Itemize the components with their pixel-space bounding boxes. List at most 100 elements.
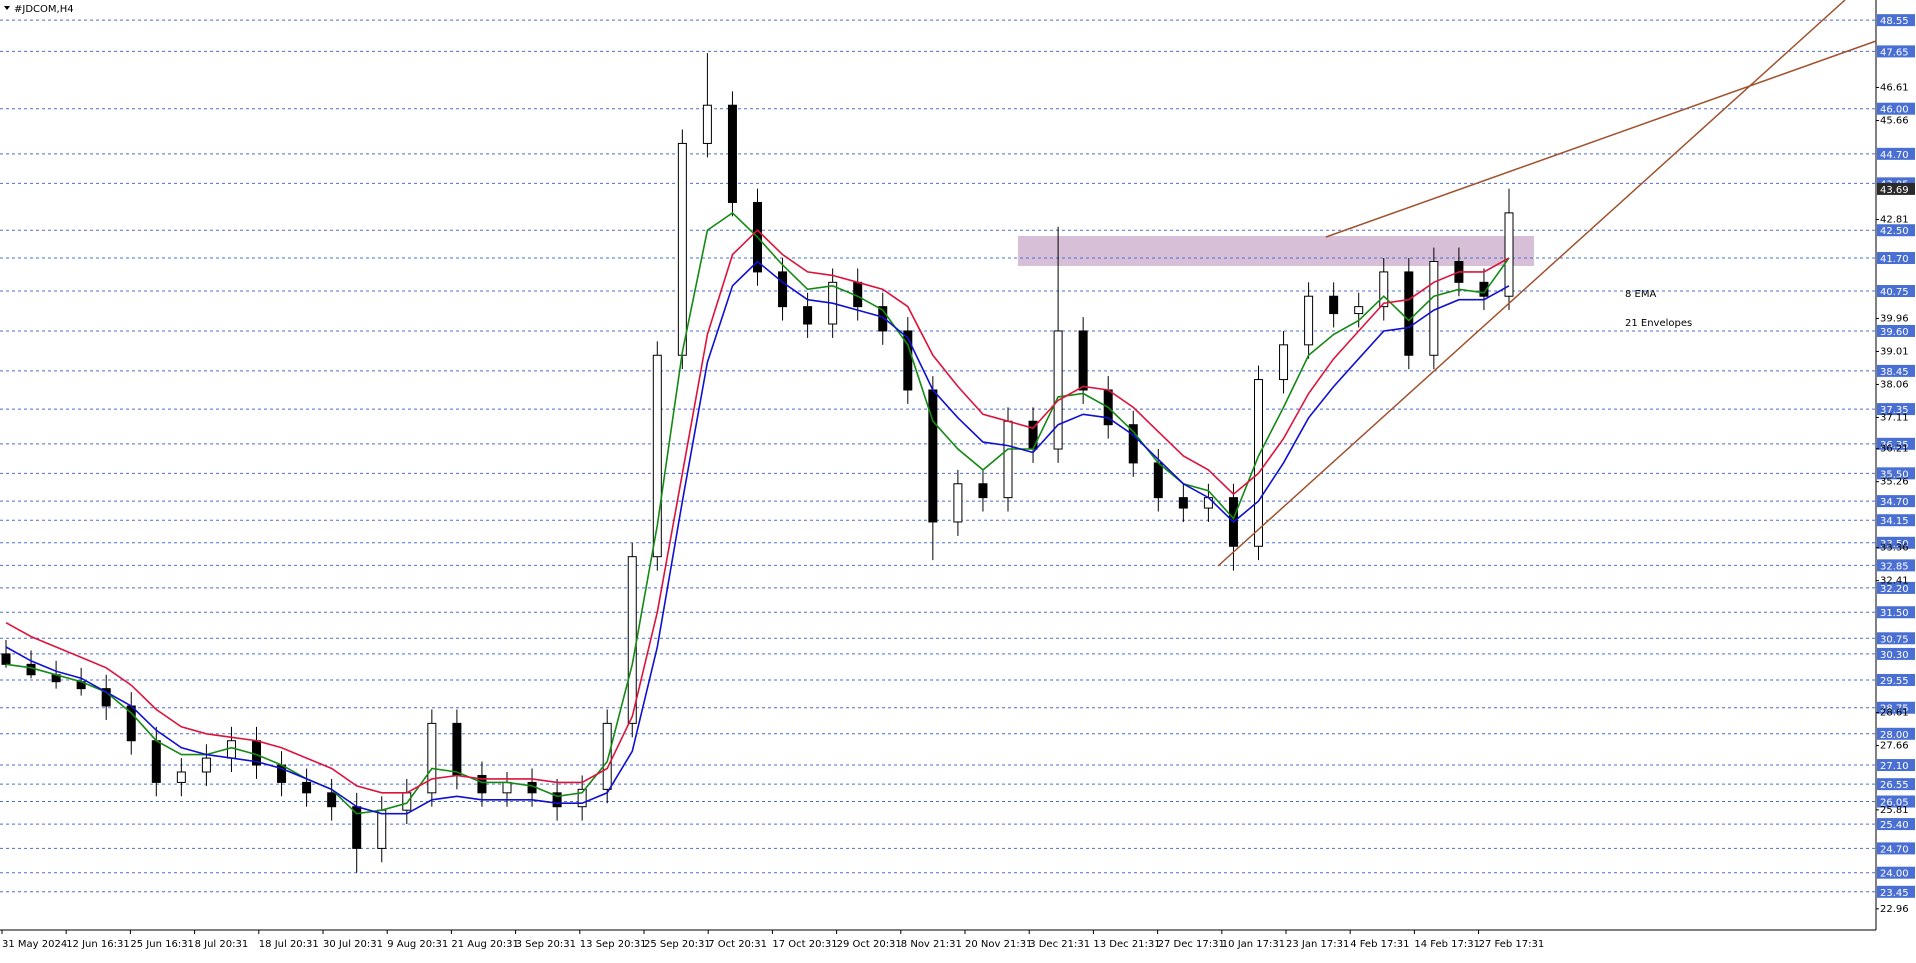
- level-label: 46.00: [1880, 105, 1909, 116]
- level-label-bg: [1877, 581, 1915, 594]
- candle-body: [377, 809, 387, 849]
- y-tick-label: 39.01: [1880, 346, 1909, 357]
- y-tick-label: 27.66: [1880, 741, 1909, 752]
- indicator-line: [5, 229, 1510, 794]
- level-label-bg: [1877, 14, 1915, 27]
- candle-body: [1, 653, 11, 665]
- level-label-bg: [1877, 324, 1915, 337]
- x-tick-label: 8 Jul 20:31: [195, 939, 249, 950]
- level-label: 26.55: [1880, 780, 1909, 791]
- level-label-bg: [1877, 514, 1915, 527]
- level-label-bg: [1877, 759, 1915, 772]
- x-tick-label: 3 Sep 20:31: [516, 939, 576, 950]
- level-label-bg: [1877, 147, 1915, 160]
- level-label: 34.15: [1880, 516, 1909, 527]
- level-label: 32.85: [1880, 561, 1909, 572]
- x-tick-label: 21 Aug 20:31: [451, 939, 518, 950]
- y-tick-label: 36.21: [1880, 444, 1909, 455]
- level-label: 44.70: [1880, 150, 1909, 161]
- x-tick-label: 18 Jul 20:31: [259, 939, 319, 950]
- y-tick-label: 32.41: [1880, 576, 1909, 587]
- candle-body: [1078, 330, 1088, 391]
- candle-body: [928, 389, 938, 523]
- candle-body: [903, 330, 913, 391]
- level-label: 32.20: [1880, 584, 1909, 595]
- lower-trendline: [1217, 0, 1846, 567]
- x-tick-label: 4 Feb 17:31: [1350, 939, 1409, 950]
- candle-body: [452, 722, 462, 776]
- level-label: 30.30: [1880, 650, 1909, 661]
- level-label-bg: [1877, 224, 1915, 237]
- levels: [0, 19, 1876, 893]
- level-label-bg: [1877, 647, 1915, 660]
- indicator-line: [5, 211, 1510, 815]
- candle-body: [1329, 295, 1339, 315]
- level-label-bg: [1877, 403, 1915, 416]
- x-tick-label: 30 Jul 20:31: [323, 939, 383, 950]
- level-label: 41.70: [1880, 254, 1909, 265]
- candle-body: [302, 781, 312, 794]
- candle-body: [878, 306, 888, 332]
- level-label-bg: [1877, 632, 1915, 645]
- level-label-bg: [1877, 252, 1915, 265]
- current-price-label: 43.69: [1880, 185, 1909, 196]
- level-label: 48.55: [1880, 16, 1909, 27]
- candle-body: [1504, 212, 1514, 297]
- candle-body: [803, 306, 813, 325]
- candle-body: [1279, 344, 1289, 381]
- candle-body: [327, 792, 337, 808]
- x-tick-label: 20 Nov 21:31: [965, 939, 1032, 950]
- level-label: 34.70: [1880, 497, 1909, 508]
- candle-body: [101, 688, 111, 707]
- level-label: 36.35: [1880, 440, 1909, 451]
- candle-body: [1354, 306, 1364, 315]
- legend-envelopes: 21 Envelopes: [1625, 318, 1692, 329]
- level-label: 47.65: [1880, 47, 1909, 58]
- axes: 48.5547.6546.0044.7043.8542.5041.7040.75…: [1, 14, 1915, 950]
- level-label-bg: [1877, 495, 1915, 508]
- level-label-bg: [1877, 795, 1915, 808]
- x-tick-label: 12 Jun 16:31: [66, 939, 130, 950]
- candle-body: [1379, 271, 1389, 308]
- candle-body: [677, 142, 687, 356]
- level-label: 27.10: [1880, 761, 1909, 772]
- level-label: 40.75: [1880, 287, 1909, 298]
- level-label: 31.50: [1880, 608, 1909, 619]
- level-label: 28.75: [1880, 704, 1909, 715]
- x-tick-label: 25 Jun 16:31: [130, 939, 194, 950]
- x-tick-label: 3 Dec 21:31: [1029, 939, 1090, 950]
- upper-trendline: [1325, 40, 1877, 238]
- candle-body: [702, 104, 712, 144]
- candle-body: [627, 556, 637, 724]
- candle-body: [477, 774, 487, 794]
- current-price-bg: [1877, 182, 1915, 195]
- menu-triangle[interactable]: [4, 6, 10, 10]
- candle-body: [602, 722, 612, 790]
- level-label-bg: [1877, 285, 1915, 298]
- indicator-line: [5, 260, 1510, 815]
- level-label: 26.05: [1880, 798, 1909, 809]
- x-tick-label: 31 May 2024: [2, 939, 67, 950]
- candle-body: [201, 757, 211, 773]
- level-label: 33.50: [1880, 539, 1909, 550]
- level-label: 39.60: [1880, 327, 1909, 338]
- level-label-bg: [1877, 536, 1915, 549]
- level-label: 30.75: [1880, 634, 1909, 645]
- candle-body: [26, 663, 36, 676]
- chart-title: #JDCOM,H4: [14, 4, 74, 15]
- candle-body: [953, 483, 963, 523]
- x-tick-label: 29 Oct 20:31: [837, 939, 902, 950]
- candle-body: [1128, 424, 1138, 464]
- x-tick-label: 10 Jan 17:31: [1222, 939, 1285, 950]
- candle-body: [226, 740, 236, 759]
- candle-body: [1178, 497, 1188, 509]
- candle-body: [1153, 462, 1163, 499]
- x-tick-label: 8 Nov 21:31: [901, 939, 962, 950]
- x-tick-label: 27 Feb 17:31: [1479, 939, 1545, 950]
- level-label-bg: [1877, 606, 1915, 619]
- y-tick-label: 45.66: [1880, 116, 1909, 127]
- candle-body: [1053, 330, 1063, 450]
- candle-body: [552, 792, 562, 808]
